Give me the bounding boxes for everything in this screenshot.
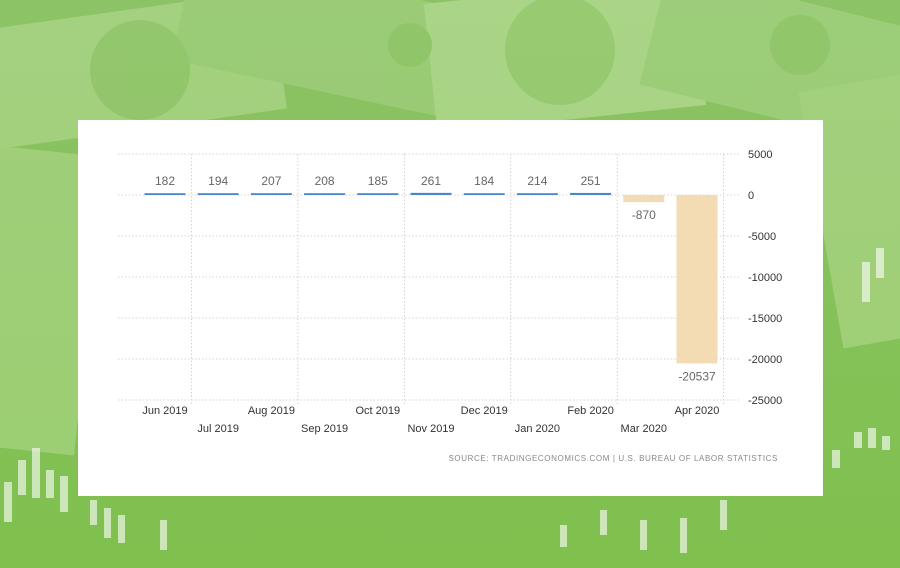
y-tick-label: -15000 (748, 313, 782, 325)
x-tick-label: Jan 2020 (515, 423, 560, 435)
bar (304, 193, 346, 195)
x-tick-label: Aug 2019 (248, 405, 295, 417)
x-tick-label: Nov 2019 (407, 423, 454, 435)
chart-panel: 182 194 207 208 185 261 184 214 251 -870 -20537 50… (78, 120, 823, 496)
data-label: 214 (527, 174, 547, 188)
y-tick-label: -10000 (748, 272, 782, 284)
data-label: 207 (261, 174, 281, 188)
bar (357, 193, 399, 195)
bar (570, 192, 612, 195)
x-tick-label: Dec 2019 (461, 405, 508, 417)
y-tick-label: -25000 (748, 395, 782, 407)
data-label: -20537 (678, 369, 716, 383)
data-labels: 182 194 207 208 185 261 184 214 251 -870 -20537 (155, 174, 716, 383)
bar (197, 193, 239, 195)
grid-lines (118, 153, 740, 404)
data-label: 185 (368, 174, 388, 188)
data-label: 261 (421, 174, 441, 188)
data-label: -870 (632, 208, 656, 222)
bar (463, 193, 505, 195)
x-tick-label: Mar 2020 (621, 423, 667, 435)
y-tick-label: 0 (748, 190, 754, 202)
y-axis-ticks: 5000 0 -5000 -10000 -15000 -20000 -25000 (748, 149, 782, 407)
bars (144, 192, 718, 364)
x-tick-label: Apr 2020 (675, 405, 720, 417)
x-tick-label: Feb 2020 (567, 405, 613, 417)
bar (516, 193, 558, 195)
bar-chart: 182 194 207 208 185 261 184 214 251 -870 -20537 50… (118, 149, 782, 435)
x-tick-label: Jun 2019 (142, 405, 187, 417)
y-tick-label: -20000 (748, 354, 782, 366)
y-tick-label: 5000 (748, 149, 772, 161)
bar (623, 195, 665, 203)
x-axis-ticks: Jun 2019 Jul 2019 Aug 2019 Sep 2019 Oct 2019… (142, 405, 719, 435)
source-note: SOURCE: TRADINGECONOMICS.COM | U.S. BURE… (448, 454, 778, 463)
bar (144, 193, 186, 195)
x-tick-label: Oct 2019 (355, 405, 400, 417)
bar (676, 195, 718, 364)
bar (250, 193, 292, 195)
x-tick-label: Sep 2019 (301, 423, 348, 435)
bar (410, 192, 452, 195)
data-label: 208 (315, 174, 335, 188)
data-label: 194 (208, 174, 228, 188)
data-label: 182 (155, 174, 175, 188)
y-tick-label: -5000 (748, 231, 776, 243)
data-label: 251 (581, 174, 601, 188)
data-label: 184 (474, 174, 494, 188)
x-tick-label: Jul 2019 (197, 423, 239, 435)
